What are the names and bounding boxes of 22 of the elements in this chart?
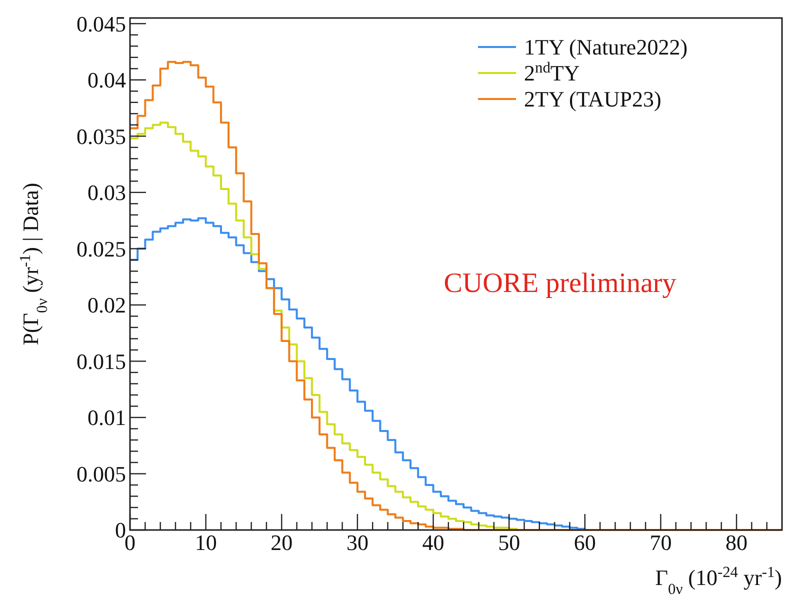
x-tick-label: 10 xyxy=(194,530,217,555)
y-tick-label: 0.035 xyxy=(76,124,126,149)
x-tick-label: 80 xyxy=(726,530,748,555)
y-tick-label: 0.01 xyxy=(88,405,126,430)
y-tick-label: 0.02 xyxy=(88,292,126,318)
legend-label: 2TY (TAUP23) xyxy=(524,86,662,112)
x-tick-label: 40 xyxy=(422,530,444,555)
x-tick-label: 60 xyxy=(574,530,596,555)
legend-label: 1TY (Nature2022) xyxy=(524,34,688,60)
y-tick-label: 0.025 xyxy=(76,236,126,262)
y-tick-label: 0.015 xyxy=(76,348,126,374)
y-tick-label: 0.04 xyxy=(88,68,126,93)
x-tick-label: 30 xyxy=(346,530,368,555)
annotation: CUORE preliminary xyxy=(444,268,676,299)
x-tick-label: 70 xyxy=(650,530,672,555)
y-tick-label: 0.03 xyxy=(88,180,126,206)
y-tick-label: 0.045 xyxy=(76,11,126,36)
x-axis-title: Γ$_{0ν}$ (10$^{-24}$ yr$^{-1}$) xyxy=(655,564,782,598)
legend-label: 2$^{nd}$TY xyxy=(524,59,580,86)
x-tick-label: 50 xyxy=(498,530,520,555)
y-tick-label: 0.005 xyxy=(76,461,126,486)
x-tick-label: 20 xyxy=(270,530,293,555)
